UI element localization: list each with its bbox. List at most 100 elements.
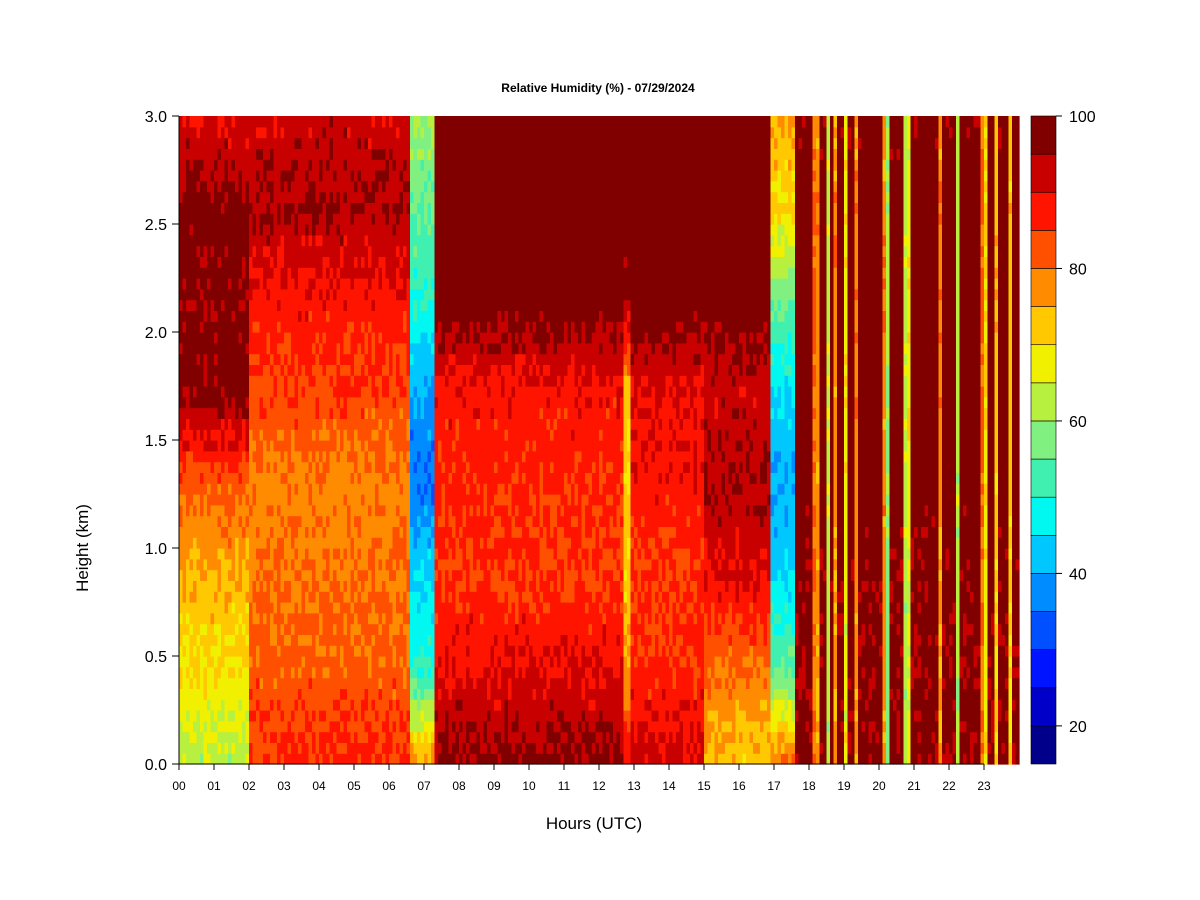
heatmap-cell bbox=[357, 677, 362, 689]
heatmap-cell bbox=[322, 267, 327, 279]
heatmap-cell bbox=[389, 364, 394, 376]
heatmap-cell bbox=[291, 224, 296, 236]
heatmap-cell bbox=[368, 526, 373, 538]
heatmap-cell bbox=[361, 170, 366, 182]
heatmap-cell bbox=[259, 126, 264, 139]
heatmap-cell bbox=[399, 472, 404, 484]
heatmap-cell bbox=[228, 699, 233, 711]
heatmap-cell bbox=[319, 450, 324, 463]
heatmap-cell bbox=[312, 688, 317, 700]
heatmap-cell bbox=[392, 580, 397, 592]
heatmap-cell bbox=[193, 234, 198, 247]
heatmap-cell bbox=[441, 288, 446, 301]
heatmap-cell bbox=[256, 364, 261, 376]
heatmap-cell bbox=[273, 612, 278, 625]
heatmap-cell bbox=[196, 170, 201, 182]
heatmap-cell bbox=[343, 656, 348, 668]
heatmap-cell bbox=[266, 396, 271, 409]
heatmap-cell bbox=[301, 612, 306, 625]
heatmap-cell bbox=[284, 602, 289, 614]
heatmap-cell bbox=[343, 526, 348, 538]
heatmap-cell bbox=[452, 440, 457, 452]
heatmap-cell bbox=[455, 116, 460, 128]
heatmap-cell bbox=[284, 666, 289, 679]
heatmap-cell bbox=[410, 321, 415, 333]
heatmap-cell bbox=[228, 278, 233, 290]
heatmap-cell bbox=[263, 191, 268, 203]
heatmap-cell bbox=[448, 720, 453, 733]
heatmap-cell bbox=[238, 720, 243, 733]
heatmap-cell bbox=[424, 677, 429, 689]
heatmap-cell bbox=[287, 321, 292, 333]
heatmap-cell bbox=[371, 537, 376, 549]
heatmap-cell bbox=[221, 440, 226, 452]
heatmap-cell bbox=[434, 612, 439, 625]
heatmap-cell bbox=[396, 623, 401, 635]
heatmap-cell bbox=[329, 699, 334, 711]
heatmap-cell bbox=[357, 245, 362, 257]
heatmap-cell bbox=[238, 666, 243, 679]
heatmap-cell bbox=[312, 461, 317, 473]
heatmap-cell bbox=[221, 634, 226, 646]
heatmap-cell bbox=[375, 526, 380, 538]
heatmap-cell bbox=[217, 710, 222, 722]
heatmap-cell bbox=[294, 666, 299, 679]
heatmap-cell bbox=[210, 623, 215, 635]
heatmap-cell bbox=[424, 418, 429, 430]
heatmap-cell bbox=[308, 472, 313, 484]
heatmap-cell bbox=[214, 440, 219, 452]
heatmap-cell bbox=[291, 580, 296, 592]
heatmap-cell bbox=[455, 234, 460, 247]
heatmap-cell bbox=[193, 310, 198, 322]
heatmap-cell bbox=[298, 429, 303, 441]
heatmap-cell bbox=[284, 202, 289, 214]
heatmap-cell bbox=[438, 483, 443, 495]
heatmap-cell bbox=[403, 256, 408, 268]
heatmap-cell bbox=[186, 720, 191, 733]
heatmap-cell bbox=[294, 483, 299, 495]
heatmap-cell bbox=[238, 569, 243, 581]
heatmap-cell bbox=[287, 537, 292, 549]
heatmap-cell bbox=[427, 634, 432, 646]
heatmap-cell bbox=[193, 332, 198, 344]
heatmap-cell bbox=[319, 569, 324, 581]
heatmap-cell bbox=[179, 224, 184, 236]
heatmap-cell bbox=[200, 396, 205, 409]
heatmap-cell bbox=[228, 483, 233, 495]
heatmap-cell bbox=[466, 375, 471, 387]
heatmap-cell bbox=[277, 461, 282, 473]
heatmap-cell bbox=[308, 731, 313, 743]
heatmap-cell bbox=[203, 191, 208, 203]
heatmap-cell bbox=[214, 602, 219, 614]
heatmap-cell bbox=[210, 537, 215, 549]
heatmap-cell bbox=[406, 353, 411, 365]
heatmap-cell bbox=[448, 494, 453, 506]
heatmap-cell bbox=[424, 440, 429, 452]
heatmap-cell bbox=[315, 116, 320, 128]
heatmap-cell bbox=[273, 634, 278, 646]
heatmap-cell bbox=[371, 126, 376, 139]
heatmap-cell bbox=[179, 180, 184, 193]
heatmap-cell bbox=[280, 278, 285, 290]
heatmap-cell bbox=[249, 170, 254, 182]
heatmap-cell bbox=[294, 591, 299, 603]
heatmap-cell bbox=[462, 213, 467, 225]
heatmap-cell bbox=[469, 720, 474, 733]
heatmap-cell bbox=[238, 612, 243, 625]
heatmap-cell bbox=[420, 148, 425, 160]
heatmap-cell bbox=[378, 202, 383, 214]
heatmap-cell bbox=[399, 710, 404, 722]
heatmap-cell bbox=[228, 602, 233, 614]
heatmap-cell bbox=[312, 191, 317, 203]
heatmap-cell bbox=[413, 234, 418, 247]
heatmap-cell bbox=[231, 666, 236, 679]
heatmap-cell bbox=[354, 191, 359, 203]
heatmap-cell bbox=[340, 731, 345, 743]
heatmap-cell bbox=[375, 699, 380, 711]
heatmap-cell bbox=[259, 504, 264, 517]
heatmap-cell bbox=[224, 245, 229, 257]
heatmap-cell bbox=[392, 256, 397, 268]
heatmap-cell bbox=[221, 202, 226, 214]
heatmap-cell bbox=[452, 213, 457, 225]
heatmap-cell bbox=[382, 191, 387, 203]
